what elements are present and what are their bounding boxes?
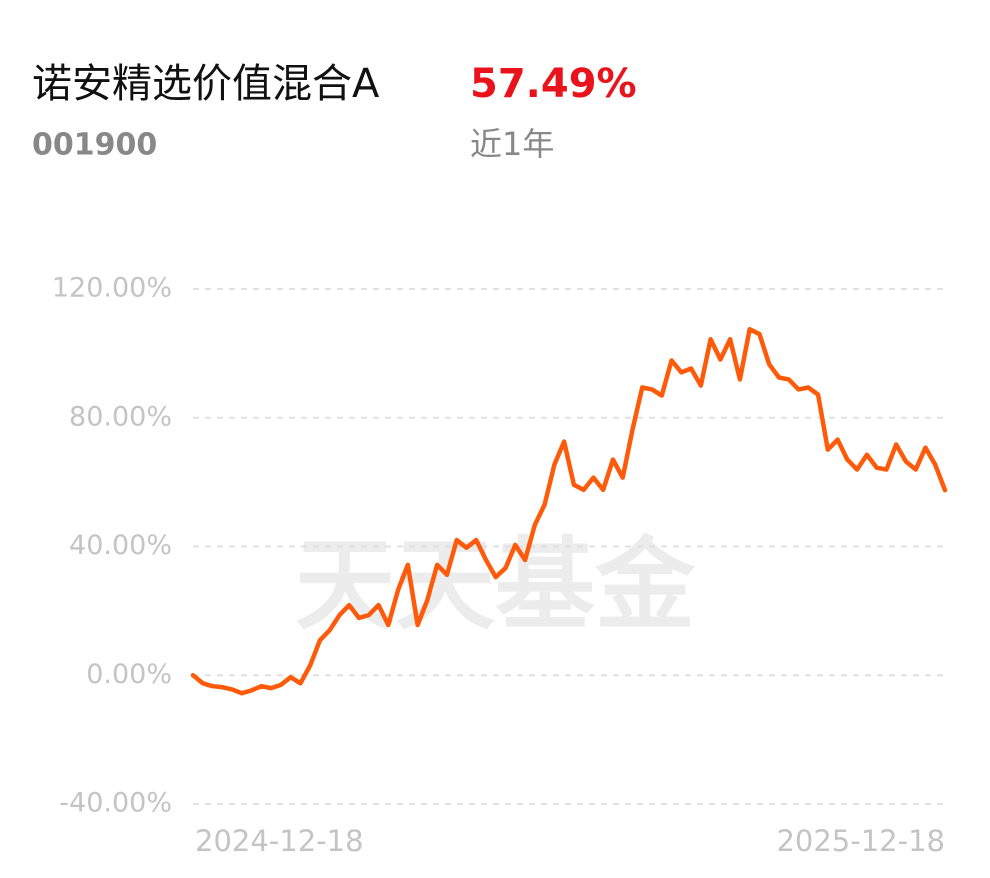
y-tick-label: 0.00%: [86, 659, 172, 690]
series-line: [190, 326, 948, 696]
y-tick-label: 120.00%: [52, 273, 172, 304]
y-tick-label: -40.00%: [59, 788, 172, 819]
y-tick-label: 80.00%: [69, 401, 172, 432]
y-tick-label: 40.00%: [69, 530, 172, 561]
watermark: 天天基金: [295, 526, 696, 643]
x-tick-label: 2025-12-18: [776, 824, 945, 858]
fund-name: 诺安精选价值混合A: [32, 61, 380, 107]
x-tick-label: 2024-12-18: [195, 824, 364, 858]
period: 近1年: [470, 125, 554, 163]
return-value: 57.49%: [470, 61, 637, 107]
fund-code: 001900: [32, 128, 157, 163]
